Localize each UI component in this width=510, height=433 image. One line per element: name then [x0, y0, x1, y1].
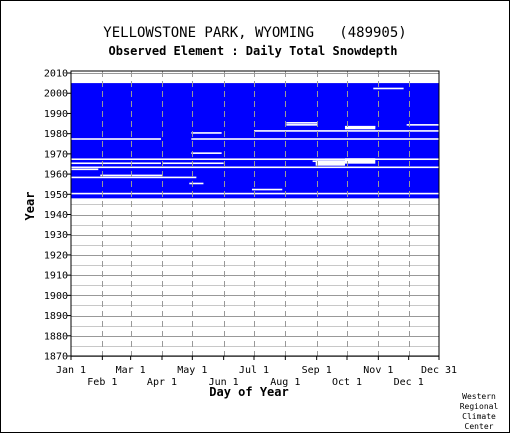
y-tick-label: 1910: [44, 271, 68, 282]
y-tick-label: 2010: [44, 69, 68, 80]
missing-data-block: [315, 160, 345, 166]
y-tick-label: 1940: [44, 210, 68, 221]
missing-data-segment: [71, 158, 439, 161]
missing-data-segment: [191, 138, 439, 140]
x-tick-label: Dec 1: [394, 377, 424, 388]
missing-data-segment: [191, 152, 222, 154]
y-tick-label: 1950: [44, 190, 68, 201]
y-tick-label: 1990: [44, 109, 68, 120]
x-tick-label: Jan 1: [56, 365, 86, 376]
credit-line-1: Western: [462, 392, 496, 401]
missing-data-block: [344, 125, 376, 130]
missing-data-block: [344, 158, 376, 164]
missing-data-segment: [286, 124, 318, 126]
missing-data-segment: [71, 162, 161, 165]
y-tick-label: 2000: [44, 89, 68, 100]
x-tick-label: Apr 1: [147, 377, 177, 388]
missing-data-segment: [71, 166, 439, 169]
missing-data-segment: [286, 122, 318, 124]
x-tick-label: Mar 1: [116, 365, 146, 376]
chart-title: YELLOWSTONE PARK, WYOMING (489905): [103, 25, 406, 41]
x-tick-label: Nov 1: [363, 365, 393, 376]
credit-block: Western Regional Climate Center: [460, 392, 499, 431]
missing-data-segment: [71, 138, 161, 140]
y-tick-label: 1900: [44, 291, 68, 302]
missing-data-segment: [191, 132, 222, 134]
x-tick-label: Dec 31: [421, 365, 457, 376]
y-tick-label: 1930: [44, 230, 68, 241]
credit-line-2: Regional: [460, 402, 499, 411]
x-tick-label: Feb 1: [87, 377, 117, 388]
y-tick-label: 1880: [44, 331, 68, 342]
y-axis-label: Year: [23, 192, 37, 221]
y-axis-ticks: 1870 1880 1890 1900 1910 1920 1930 1940 1950 1960…: [44, 69, 71, 363]
x-tick-label: Jul 1: [239, 365, 269, 376]
missing-data-segment: [163, 162, 224, 165]
credit-line-3: Climate: [462, 412, 496, 421]
y-tick-label: 1920: [44, 250, 68, 261]
missing-data-segment: [71, 168, 99, 171]
y-tick-label: 1970: [44, 149, 68, 160]
missing-data-segment: [406, 124, 439, 126]
chart-subtitle: Observed Element : Daily Total Snowdepth: [109, 44, 398, 58]
x-tick-label: May 1: [177, 365, 207, 376]
vertical-grid-layer: [102, 71, 410, 356]
x-tick-label: Jun 1: [209, 377, 239, 388]
x-tick-label: Oct 1: [332, 377, 362, 388]
x-tick-label: Aug 1: [270, 377, 300, 388]
y-tick-label: 1960: [44, 170, 68, 181]
y-tick-label: 1980: [44, 129, 68, 140]
credit-line-4: Center: [465, 422, 494, 431]
y-tick-label: 1890: [44, 311, 68, 322]
missing-data-segment: [189, 182, 204, 185]
x-tick-label: Sep 1: [302, 365, 332, 376]
missing-data-segment: [251, 188, 283, 191]
x-axis-ticks: Jan 1 Mar 1 May 1 Jul 1 Sep 1 Nov 1 Dec 31 Feb …: [56, 356, 457, 388]
missing-data-segment: [71, 176, 197, 179]
missing-data-segment: [253, 130, 439, 132]
missing-data-segment: [373, 87, 404, 90]
y-tick-label: 1870: [44, 352, 68, 363]
x-axis-label: Day of Year: [209, 385, 288, 399]
plot-area-border: [70, 70, 440, 357]
